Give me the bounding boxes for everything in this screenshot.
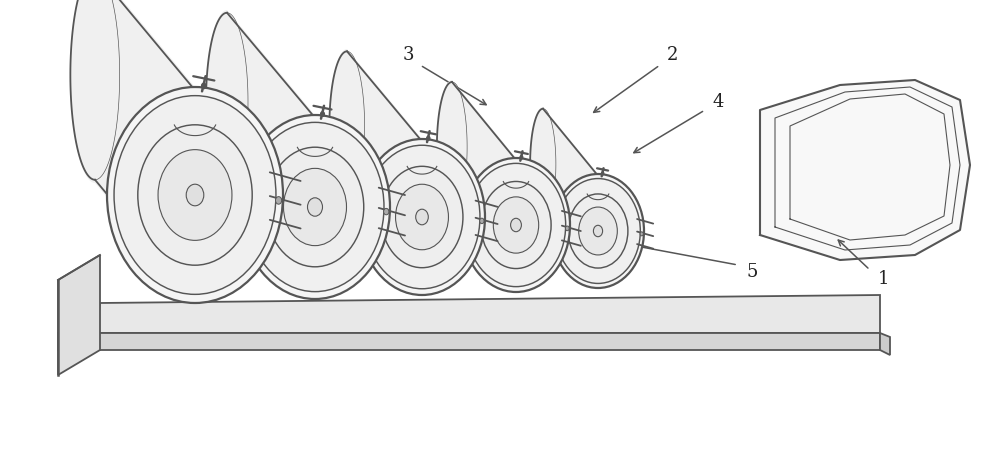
Ellipse shape [481, 182, 551, 268]
Ellipse shape [427, 136, 430, 140]
Ellipse shape [579, 207, 617, 255]
Ellipse shape [276, 197, 282, 204]
Polygon shape [530, 107, 598, 288]
Ellipse shape [593, 225, 603, 237]
Text: 3: 3 [402, 46, 414, 64]
Ellipse shape [381, 166, 463, 268]
Polygon shape [58, 303, 100, 350]
Ellipse shape [493, 197, 539, 253]
Ellipse shape [308, 198, 322, 216]
Ellipse shape [186, 184, 204, 206]
Text: 1: 1 [878, 270, 890, 288]
Polygon shape [880, 333, 890, 355]
Ellipse shape [364, 145, 480, 289]
Ellipse shape [568, 194, 628, 268]
Polygon shape [206, 10, 315, 299]
Ellipse shape [240, 115, 390, 299]
Polygon shape [329, 49, 422, 295]
Ellipse shape [466, 163, 566, 287]
Polygon shape [58, 255, 100, 375]
Ellipse shape [107, 87, 283, 303]
Ellipse shape [640, 232, 643, 236]
Ellipse shape [601, 172, 604, 175]
Polygon shape [760, 80, 970, 260]
Polygon shape [58, 333, 880, 350]
Ellipse shape [384, 208, 389, 215]
Ellipse shape [114, 96, 276, 294]
Ellipse shape [416, 209, 428, 225]
Ellipse shape [511, 218, 521, 232]
Ellipse shape [552, 174, 644, 288]
Ellipse shape [480, 218, 484, 223]
Ellipse shape [396, 184, 448, 250]
Ellipse shape [359, 139, 485, 295]
Ellipse shape [321, 112, 324, 116]
Text: 4: 4 [712, 93, 724, 111]
Ellipse shape [158, 150, 232, 240]
Text: 2: 2 [666, 46, 678, 64]
Ellipse shape [565, 226, 569, 231]
Polygon shape [437, 80, 516, 292]
Ellipse shape [202, 83, 206, 89]
Ellipse shape [520, 156, 523, 159]
Ellipse shape [138, 125, 252, 265]
Ellipse shape [284, 168, 347, 246]
Polygon shape [70, 0, 195, 303]
Ellipse shape [266, 147, 364, 267]
Ellipse shape [462, 158, 570, 292]
Ellipse shape [556, 178, 640, 283]
Text: 5: 5 [746, 263, 758, 281]
Polygon shape [58, 295, 880, 333]
Ellipse shape [246, 122, 384, 292]
